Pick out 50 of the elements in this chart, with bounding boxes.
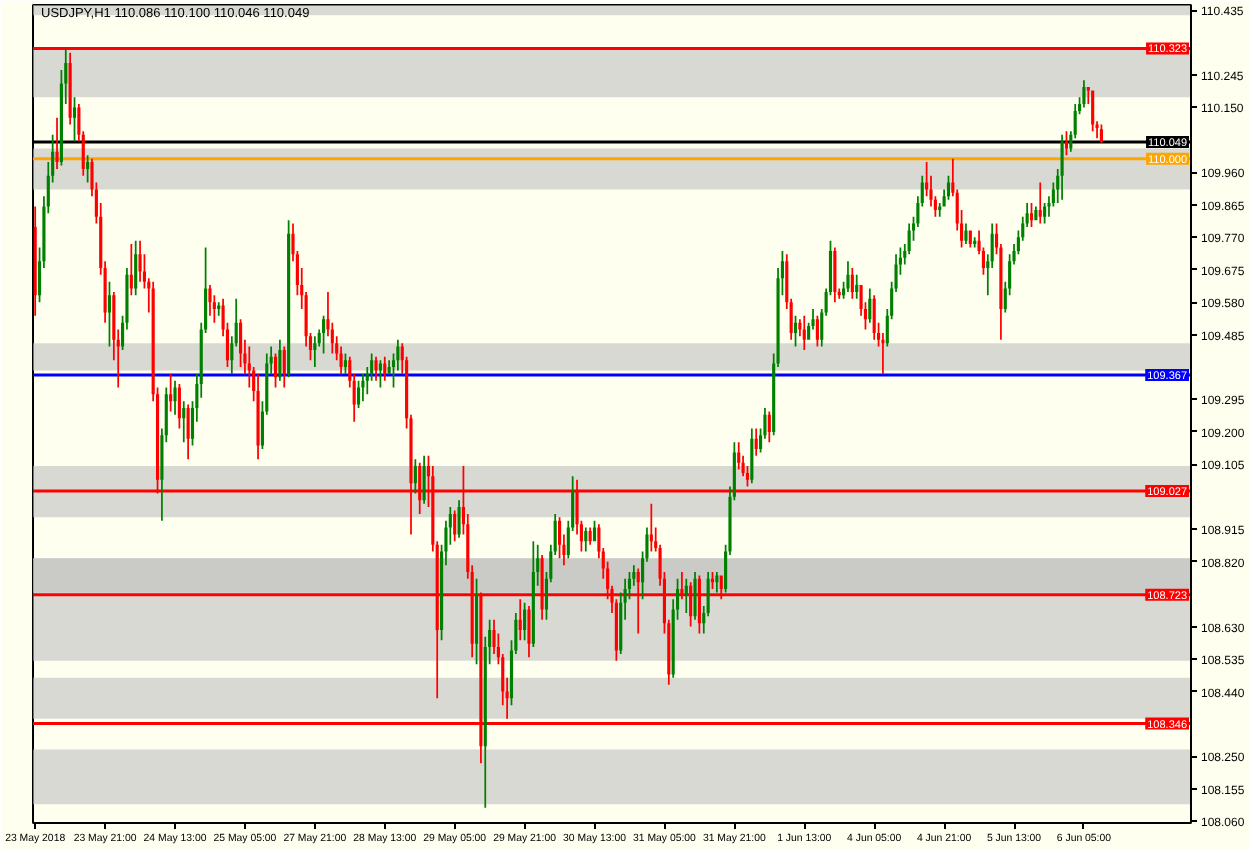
candlestick (287, 220, 291, 378)
candlestick (588, 527, 592, 545)
candlestick (173, 380, 177, 415)
candlestick (872, 295, 876, 340)
candlestick (282, 346, 286, 388)
candlestick (217, 302, 221, 316)
candlestick (684, 578, 688, 613)
candlestick (1060, 134, 1064, 200)
candlestick (182, 401, 186, 443)
candlestick (833, 247, 837, 303)
candlestick (850, 267, 854, 299)
candlestick (855, 274, 859, 299)
candlestick (584, 527, 588, 552)
candlestick (750, 428, 754, 484)
candlestick (973, 237, 977, 248)
candlestick (527, 606, 531, 658)
candlestick (649, 503, 653, 552)
candlestick (715, 571, 719, 593)
candlestick (1038, 182, 1042, 224)
candlestick (374, 356, 378, 381)
candlestick (413, 459, 417, 494)
candlestick (531, 541, 535, 648)
candlestick (767, 411, 771, 443)
candlestick (1091, 90, 1095, 132)
candlestick (754, 428, 758, 456)
candlestick (802, 315, 806, 350)
candlestick (55, 117, 59, 169)
candlestick (208, 285, 212, 316)
candlestick (134, 240, 138, 296)
candlestick (422, 455, 426, 504)
candlestick (453, 510, 457, 542)
candlestick (169, 373, 173, 412)
candlestick (383, 356, 387, 381)
candlestick (693, 571, 697, 620)
candlestick (457, 500, 461, 538)
candlestick (1082, 80, 1086, 108)
candlestick (361, 373, 365, 402)
candlestick (964, 223, 968, 245)
candlestick (278, 339, 282, 381)
candlestick (968, 230, 972, 248)
candlestick (1034, 206, 1038, 221)
candlestick (129, 244, 133, 296)
candlestick (138, 240, 142, 282)
candlestick (868, 288, 872, 323)
candlestick (846, 261, 850, 292)
candlestick (186, 404, 190, 460)
candlestick (256, 373, 260, 460)
candlestick (33, 206, 37, 316)
candlestick (313, 336, 317, 368)
candlestick (737, 442, 741, 470)
